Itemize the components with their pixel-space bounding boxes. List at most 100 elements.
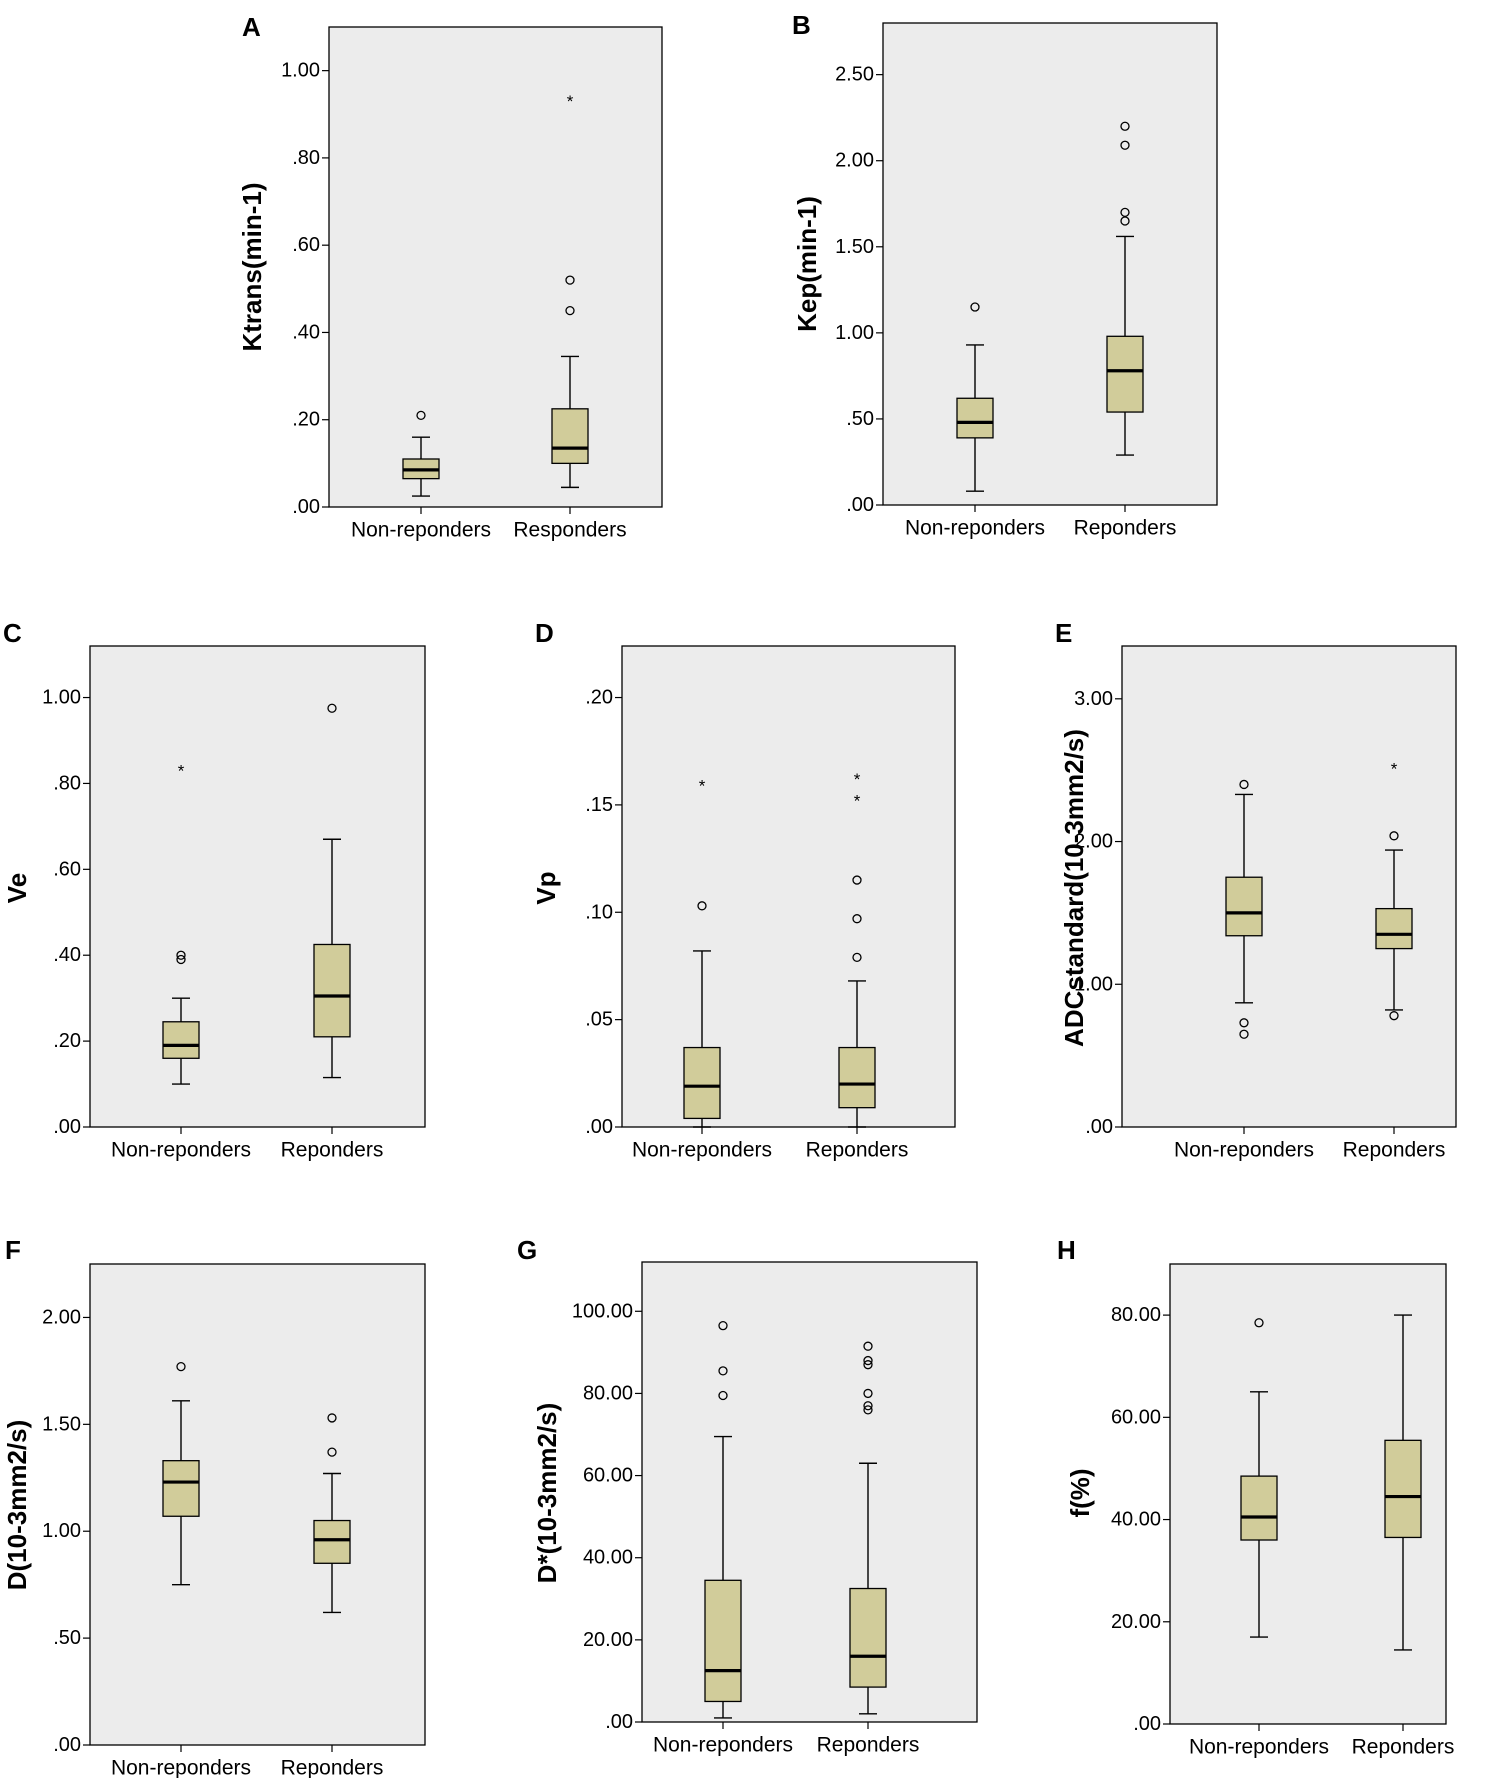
outlier-point: [863, 1341, 873, 1351]
outlier-point: [852, 875, 862, 885]
panel-g: G D*(10-3mm2/s) .00 20.00 40.00 60.00 80.00 100…: [517, 1235, 978, 1757]
outlier-point: [1120, 140, 1130, 150]
box-non-reponders: Non-reponders: [653, 1321, 793, 1757]
y-tick-label: .80: [53, 772, 81, 794]
y-tick-label: 3.00: [1074, 688, 1113, 710]
outlier-point: [176, 950, 186, 960]
y-tick-label: 1.00: [42, 687, 81, 709]
y-tick-label: 60.00: [583, 1465, 633, 1487]
x-category-label: Reponders: [817, 1734, 920, 1757]
y-tick-label: .10: [585, 901, 613, 923]
outlier-point: [1239, 779, 1249, 790]
y-tick-label: .00: [605, 1711, 633, 1733]
box-responders: Reponders: [1074, 121, 1177, 540]
extreme-point: *: [1391, 760, 1398, 779]
box-non-reponders: Non-reponders: [1174, 779, 1314, 1162]
x-category-label: Non-reponders: [111, 1757, 251, 1778]
y-tick-label: .60: [292, 234, 320, 256]
outlier-point: [176, 954, 186, 965]
y-tick-label: 40.00: [583, 1547, 633, 1569]
iqr-box: [704, 1579, 742, 1703]
x-category-label: Reponders: [1343, 1139, 1446, 1162]
panel-letter: D: [535, 618, 554, 648]
outlier-point: [327, 1413, 337, 1423]
y-tick-label: .00: [1085, 1116, 1113, 1138]
y-tick-label: 1.00: [42, 1520, 81, 1542]
y-tick-label: 2.50: [835, 64, 874, 86]
y-tick-label: .15: [585, 794, 613, 816]
y-axis-label: Vp: [531, 871, 561, 904]
y-tick-label: .00: [53, 1116, 81, 1138]
outlier-point: [565, 275, 575, 285]
y-tick-label: .40: [53, 944, 81, 966]
y-tick-label: 1.50: [42, 1413, 81, 1435]
extreme-point: *: [178, 762, 185, 781]
outlier-point: [970, 302, 980, 312]
iqr-box: [956, 397, 994, 439]
panel-h: Hf(%) .00 20.00 40.00 60.00 80.00 Non-reponder…: [1057, 1235, 1454, 1759]
y-tick-label: 60.00: [1111, 1406, 1161, 1428]
outlier-point: [863, 1405, 873, 1415]
box-responders: Reponders: [1352, 1314, 1454, 1759]
y-tick-label: .20: [585, 687, 613, 709]
box-non-reponders: Non-reponders *: [632, 777, 772, 1162]
box-non-reponders: Non-reponders: [905, 302, 1045, 540]
y-axis-label: Ve: [2, 873, 32, 903]
y-tick-label: .00: [292, 496, 320, 518]
panel-letter: G: [517, 1235, 537, 1265]
panel-letter: E: [1055, 618, 1072, 648]
box-responders: Reponders * *: [806, 770, 909, 1161]
y-tick-label: 1.00: [1074, 973, 1113, 995]
x-category-label: Non-reponders: [1189, 1736, 1329, 1759]
y-tick-label: 40.00: [1111, 1509, 1161, 1531]
outlier-point: [416, 410, 426, 421]
box-non-reponders: Non-reponders: [351, 410, 491, 542]
outlier-point: [1254, 1318, 1264, 1328]
plot-area: [328, 26, 663, 508]
plot-area: [89, 645, 426, 1128]
box-non-reponders: Non-reponders: [1189, 1318, 1329, 1759]
outlier-point: [852, 914, 862, 924]
iqr-box: [1240, 1475, 1278, 1541]
extreme-point: *: [567, 92, 574, 111]
plot-area: [89, 1263, 426, 1746]
iqr-box: [1225, 876, 1263, 937]
outlier-point: [852, 952, 862, 963]
plot-area: [882, 22, 1218, 506]
y-axis-label: ADCstandard(10-3mm2/s): [1059, 729, 1089, 1047]
outlier-point: [1120, 207, 1130, 218]
panel-letter: H: [1057, 1235, 1076, 1265]
x-category-label: Reponders: [1074, 517, 1177, 540]
panel-letter: F: [5, 1235, 21, 1265]
box-responders: Responders *: [513, 92, 626, 541]
y-tick-label: .00: [1133, 1713, 1161, 1735]
y-tick-label: 1.00: [835, 322, 874, 344]
y-axis-label: D(10-3mm2/s): [2, 1420, 32, 1591]
y-tick-label: .50: [53, 1627, 81, 1649]
y-tick-label: 2.00: [1074, 831, 1113, 853]
y-tick-label: 1.50: [835, 236, 874, 258]
panel-a: A Ktrans(min-1) .00 .20 .40 .60 .80 1.00 Non-rep…: [237, 12, 663, 542]
outlier-point: [1389, 1011, 1399, 1021]
x-category-label: Non-reponders: [905, 517, 1045, 540]
y-tick-label: 20.00: [1111, 1611, 1161, 1633]
outlier-point: [863, 1401, 873, 1411]
iqr-box: [313, 943, 351, 1038]
box-responders: Reponders: [281, 703, 383, 1162]
outlier-point: [718, 1321, 728, 1331]
outlier-point: [863, 1355, 873, 1366]
iqr-box: [1384, 1439, 1422, 1539]
y-tick-label: .00: [585, 1116, 613, 1138]
y-tick-label: .40: [292, 321, 320, 343]
iqr-box: [849, 1587, 887, 1688]
x-category-label: Non-reponders: [1174, 1139, 1314, 1162]
outlier-point: [718, 1390, 728, 1401]
box-non-reponders: Non-reponders *: [111, 762, 251, 1162]
outlier-point: [718, 1366, 728, 1376]
y-tick-label: .80: [292, 147, 320, 169]
y-axis-label: D*(10-3mm2/s): [532, 1403, 562, 1584]
x-category-label: Non-reponders: [111, 1139, 251, 1162]
y-tick-label: .05: [585, 1009, 613, 1031]
plot-area: [621, 645, 956, 1128]
